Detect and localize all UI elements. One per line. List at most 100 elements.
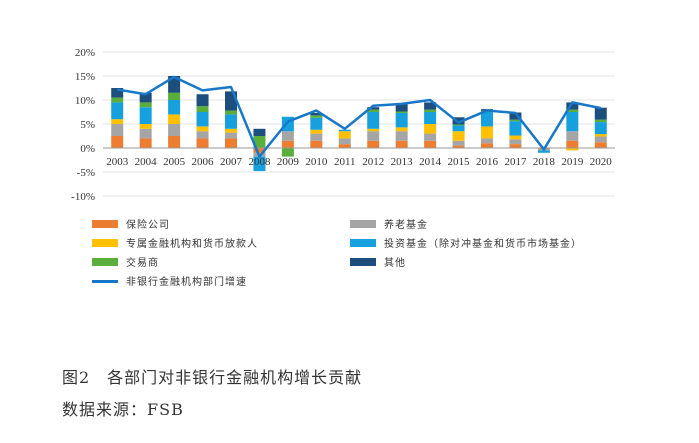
- growth-line: [117, 75, 602, 158]
- x-tick-label: 2007: [220, 156, 243, 168]
- bar-segment: [395, 111, 408, 113]
- bar-segment: [367, 128, 380, 132]
- bar-segment: [139, 107, 152, 124]
- x-tick-label: 2006: [192, 156, 215, 168]
- bar-segment: [395, 131, 408, 141]
- bar-segment: [424, 112, 437, 124]
- bar-segment: [111, 102, 124, 120]
- bar-segment: [367, 112, 380, 129]
- x-tick-label: 2014: [419, 156, 442, 168]
- bar-segment: [196, 126, 209, 132]
- x-tick-label: 2009: [277, 156, 300, 168]
- bar-segment: [111, 136, 124, 148]
- bar-segment: [395, 112, 408, 128]
- legend-swatch: [350, 239, 376, 247]
- legend-swatch: [92, 220, 118, 228]
- y-tick-label: 20%: [75, 47, 95, 59]
- bar-segment: [452, 140, 465, 146]
- x-tick-label: 2016: [476, 156, 499, 168]
- bar-segment: [111, 119, 124, 124]
- bar-segment: [139, 138, 152, 148]
- bar-segment: [168, 114, 181, 124]
- bar-segment: [139, 128, 152, 139]
- y-tick-label: -5%: [77, 167, 95, 179]
- bar-segment: [338, 129, 351, 132]
- bar-segment: [168, 100, 181, 115]
- bar-segment: [253, 156, 266, 172]
- chart: -10%-5%0%5%10%15%20% 2003 2004 2005 2006 200…: [71, 47, 615, 203]
- bar-segment: [111, 124, 124, 136]
- x-tick-label: 2018: [533, 156, 556, 168]
- legend-label: 非银行金融机构部门增速: [126, 277, 247, 288]
- bar-segment: [452, 125, 465, 132]
- bar-segment: [424, 109, 437, 112]
- bar-segment: [509, 144, 522, 148]
- bar-segment: [452, 145, 465, 148]
- bar-segment: [281, 140, 294, 148]
- x-tick-label: 2020: [590, 156, 613, 168]
- bar-segment: [566, 148, 579, 151]
- legend-label: 专属金融机构和货币放款人: [126, 239, 258, 250]
- legend-swatch-line: [92, 280, 118, 283]
- bar-segment: [395, 127, 408, 132]
- x-tick-label: 2003: [106, 156, 129, 168]
- x-tick-label: 2013: [391, 156, 414, 168]
- legend-label: 其他: [384, 258, 406, 269]
- bar-segment: [338, 131, 351, 139]
- y-tick-label: -10%: [71, 191, 95, 203]
- bar-segment: [196, 94, 209, 107]
- bar-segment: [509, 139, 522, 145]
- bar-segment: [111, 88, 124, 98]
- bar-segment: [225, 138, 237, 148]
- x-tick-label: 2012: [362, 156, 384, 168]
- bar-segment: [594, 107, 607, 120]
- x-tick-label: 2019: [561, 156, 584, 168]
- legend-label: 交易商: [126, 258, 159, 269]
- bar-segment: [594, 136, 607, 143]
- x-axis-ticks: 2003 2004 2005 2006 2007 2008 2009 2010 2011 2012…: [106, 156, 612, 168]
- bar-segment: [481, 143, 493, 148]
- bar-segment: [509, 121, 522, 136]
- bar-segment: [367, 109, 380, 112]
- bar-segment: [168, 136, 181, 148]
- bar-segment: [281, 148, 294, 157]
- bar-segment: [196, 106, 209, 112]
- bar-segment: [310, 115, 323, 118]
- x-tick-label: 2017: [504, 156, 527, 168]
- x-tick-label: 2008: [248, 156, 271, 168]
- legend-label: 投资基金（除对冲基金和货币市场基金）: [384, 239, 582, 250]
- legend-swatch: [92, 258, 118, 266]
- bar-segment: [481, 112, 493, 127]
- bar-segment: [225, 110, 237, 115]
- bar-segment: [452, 131, 465, 141]
- bar-segment: [424, 140, 437, 148]
- bar-segment: [225, 132, 237, 139]
- y-tick-label: 15%: [75, 71, 95, 83]
- bar-segment: [139, 124, 152, 129]
- bar-segment: [253, 148, 266, 153]
- bar-segment: [594, 134, 607, 137]
- bar-segment: [509, 119, 522, 122]
- legend-label: 保险公司: [126, 220, 170, 231]
- y-axis-ticks: -10% -5% 0% 5% 10% 15% 20%: [71, 47, 95, 203]
- bar-segment: [509, 135, 522, 140]
- bar-segment: [111, 97, 124, 103]
- bar-segment: [196, 138, 209, 148]
- bar-segment: [452, 117, 465, 125]
- bar-segment: [225, 128, 237, 133]
- bar-segment: [253, 136, 266, 148]
- bar-segment: [310, 129, 323, 134]
- bar-segment: [566, 131, 579, 141]
- x-tick-label: 2004: [135, 156, 158, 168]
- bar-segment: [594, 119, 607, 123]
- bar-segment: [566, 112, 579, 132]
- y-tick-label: 5%: [80, 119, 95, 131]
- bar-segment: [594, 142, 607, 148]
- legend-swatch: [350, 220, 376, 228]
- bar-segment: [225, 114, 237, 129]
- bar-segment: [338, 138, 351, 145]
- y-tick-label: 0%: [80, 143, 95, 155]
- bar-segment: [310, 140, 323, 148]
- bar-segment: [310, 112, 323, 116]
- bar-segment: [168, 92, 181, 100]
